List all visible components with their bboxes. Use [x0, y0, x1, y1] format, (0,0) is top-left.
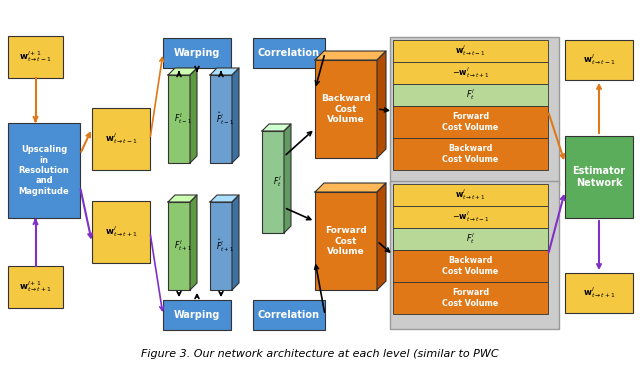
Text: $-\mathbf{w}^{l}_{t\to t-1}$: $-\mathbf{w}^{l}_{t\to t-1}$: [452, 209, 489, 224]
Text: $F^{l}_{t}$: $F^{l}_{t}$: [466, 231, 475, 247]
Bar: [393, 250, 548, 282]
Text: $\mathbf{w}^{l}_{t\to t+1}$: $\mathbf{w}^{l}_{t\to t+1}$: [104, 224, 138, 240]
Bar: [565, 40, 633, 80]
Text: $\mathbf{w}^{l+1}_{t\to t-1}$: $\mathbf{w}^{l+1}_{t\to t-1}$: [19, 50, 52, 64]
Text: Estimator
Network: Estimator Network: [572, 166, 625, 188]
Bar: [390, 37, 559, 185]
Text: Warping: Warping: [174, 310, 220, 320]
Bar: [253, 300, 325, 330]
Text: $F^{l}_{t}$: $F^{l}_{t}$: [466, 88, 475, 102]
Bar: [92, 201, 150, 263]
Polygon shape: [232, 68, 239, 163]
Text: Backward
Cost Volume: Backward Cost Volume: [442, 144, 499, 164]
Text: $\mathbf{w}^{l}_{t\to t-1}$: $\mathbf{w}^{l}_{t\to t-1}$: [582, 53, 616, 67]
Text: $F^{l}_{t+1}$: $F^{l}_{t+1}$: [174, 238, 192, 254]
Bar: [8, 36, 63, 78]
Bar: [393, 40, 548, 62]
Text: $\mathbf{w}^{l}_{t\to t-1}$: $\mathbf{w}^{l}_{t\to t-1}$: [104, 131, 138, 146]
Bar: [163, 300, 231, 330]
Polygon shape: [262, 124, 291, 131]
Bar: [393, 184, 548, 206]
Bar: [8, 266, 63, 308]
Text: $\hat{F}^{l}_{t-1}$: $\hat{F}^{l}_{t-1}$: [216, 110, 234, 127]
Bar: [393, 84, 548, 106]
Polygon shape: [168, 195, 197, 202]
Bar: [253, 38, 325, 68]
Bar: [565, 136, 633, 218]
Text: Correlation: Correlation: [258, 48, 320, 58]
Polygon shape: [377, 183, 386, 290]
Bar: [393, 282, 548, 314]
Text: Figure 3. Our network architecture at each level (similar to PWC: Figure 3. Our network architecture at ea…: [141, 349, 499, 359]
Bar: [393, 106, 548, 138]
Text: $\mathbf{w}^{l}_{t\to t-1}$: $\mathbf{w}^{l}_{t\to t-1}$: [455, 43, 486, 59]
Bar: [163, 38, 231, 68]
Text: $\mathbf{w}^{l}_{t\to t+1}$: $\mathbf{w}^{l}_{t\to t+1}$: [455, 188, 486, 202]
Text: Forward
Cost Volume: Forward Cost Volume: [442, 288, 499, 308]
Bar: [565, 273, 633, 313]
Text: $\mathbf{w}^{l}_{t\to t+1}$: $\mathbf{w}^{l}_{t\to t+1}$: [582, 286, 616, 300]
Bar: [315, 60, 377, 158]
Text: Warping: Warping: [174, 48, 220, 58]
Bar: [393, 206, 548, 228]
Text: $F^{l}_{t-1}$: $F^{l}_{t-1}$: [174, 112, 192, 127]
Polygon shape: [377, 51, 386, 158]
Bar: [92, 108, 150, 170]
Bar: [168, 75, 190, 163]
Bar: [168, 202, 190, 290]
Bar: [393, 62, 548, 84]
Text: Backward
Cost Volume: Backward Cost Volume: [442, 256, 499, 276]
Text: $F^{l}_{t}$: $F^{l}_{t}$: [273, 174, 282, 190]
Polygon shape: [315, 183, 386, 192]
Text: $\hat{F}^{l}_{t+1}$: $\hat{F}^{l}_{t+1}$: [216, 237, 234, 255]
Text: $-\mathbf{w}^{l}_{t\to t+1}$: $-\mathbf{w}^{l}_{t\to t+1}$: [452, 66, 489, 81]
Polygon shape: [232, 195, 239, 290]
Text: Backward
Cost
Volume: Backward Cost Volume: [321, 94, 371, 124]
Bar: [262, 131, 284, 233]
Bar: [390, 181, 559, 329]
Text: Correlation: Correlation: [258, 310, 320, 320]
Bar: [210, 75, 232, 163]
Polygon shape: [190, 195, 197, 290]
Polygon shape: [168, 68, 197, 75]
Bar: [315, 192, 377, 290]
Bar: [393, 228, 548, 250]
Text: Forward
Cost
Volume: Forward Cost Volume: [325, 226, 367, 256]
Bar: [210, 202, 232, 290]
Polygon shape: [210, 195, 239, 202]
Polygon shape: [210, 68, 239, 75]
Text: Upscaling
in
Resolution
and
Magnitude: Upscaling in Resolution and Magnitude: [19, 145, 69, 196]
Polygon shape: [284, 124, 291, 233]
Text: $\mathbf{w}^{l+1}_{t\to t+1}$: $\mathbf{w}^{l+1}_{t\to t+1}$: [19, 280, 52, 294]
Polygon shape: [315, 51, 386, 60]
Polygon shape: [190, 68, 197, 163]
Bar: [8, 123, 80, 218]
Bar: [393, 138, 548, 170]
Text: Forward
Cost Volume: Forward Cost Volume: [442, 112, 499, 132]
